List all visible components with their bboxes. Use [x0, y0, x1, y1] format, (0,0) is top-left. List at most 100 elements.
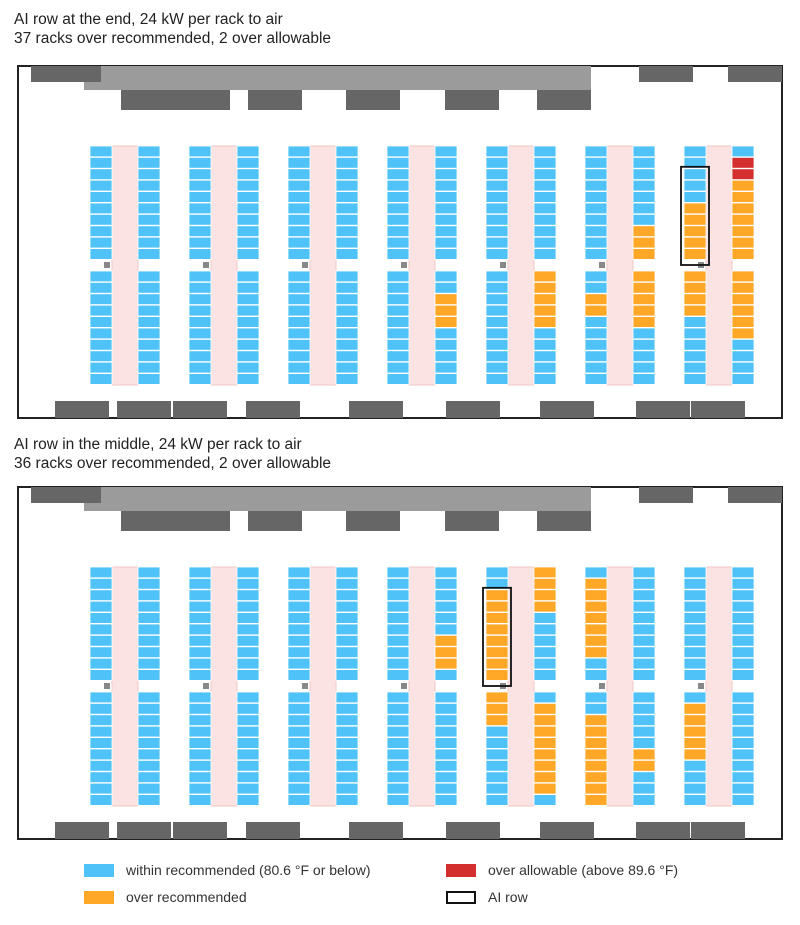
rack-within	[335, 657, 359, 670]
rack-within	[683, 179, 707, 192]
rack-over-recommended	[632, 293, 656, 306]
rack-within	[335, 213, 359, 226]
rack-within	[287, 281, 311, 294]
rack-over-recommended	[731, 316, 755, 328]
rack-within	[683, 782, 707, 795]
rack-within	[335, 361, 359, 374]
rack-within	[236, 612, 260, 624]
rack-within	[188, 725, 212, 738]
panel-1-room-svg	[17, 65, 783, 419]
rack-over-recommended	[533, 566, 557, 579]
rack-within	[386, 646, 410, 659]
rack-within	[632, 202, 656, 215]
rack-within	[731, 566, 755, 579]
rack-over-recommended	[683, 737, 707, 749]
rack-within	[335, 702, 359, 715]
rack-within	[137, 270, 161, 283]
rack-within	[137, 623, 161, 636]
rack-within	[386, 350, 410, 362]
supply-duct	[84, 66, 591, 90]
rack-within	[434, 691, 458, 704]
aisle	[507, 145, 535, 386]
rack-within	[287, 202, 311, 215]
rack-within	[632, 646, 656, 659]
rack-within	[533, 179, 557, 192]
rack-within	[89, 248, 113, 260]
rack-within	[236, 373, 260, 385]
rack-within	[335, 578, 359, 590]
rack-within	[731, 338, 755, 351]
rack-over-recommended	[584, 612, 608, 624]
rack-over-allowable	[731, 168, 755, 181]
rack-within	[287, 168, 311, 181]
rack-within	[137, 771, 161, 783]
rack-within	[485, 281, 509, 294]
cooling-unit-top-wall	[31, 66, 101, 82]
rack-over-recommended	[632, 236, 656, 249]
rack-within	[386, 248, 410, 260]
rack-within	[236, 213, 260, 226]
rack-within	[386, 634, 410, 647]
rack-over-recommended	[683, 202, 707, 215]
aisle	[309, 145, 337, 386]
rack-within	[137, 794, 161, 806]
rack-within	[335, 373, 359, 385]
rack-within	[137, 179, 161, 192]
rack-within	[137, 304, 161, 317]
rack-within	[137, 191, 161, 203]
rack-within	[188, 646, 212, 659]
rack-within	[188, 179, 212, 192]
rack-within	[632, 702, 656, 715]
rack-within	[236, 782, 260, 795]
cooling-unit-bottom	[55, 401, 109, 418]
rack-within	[89, 566, 113, 579]
rack-within	[137, 702, 161, 715]
rack-over-allowable	[731, 157, 755, 169]
rack-within	[89, 281, 113, 294]
rack-over-recommended	[683, 270, 707, 283]
rack-within	[386, 191, 410, 203]
rack-over-recommended	[683, 702, 707, 715]
rack-within	[683, 623, 707, 636]
rack-within	[335, 759, 359, 772]
rack-within	[386, 669, 410, 681]
rack-within	[731, 634, 755, 647]
rack-within	[188, 350, 212, 362]
rack-within	[236, 248, 260, 260]
rack-within	[287, 327, 311, 340]
rack-within	[584, 179, 608, 192]
rack-over-recommended	[584, 589, 608, 602]
rack-within	[188, 248, 212, 260]
rack-within	[584, 691, 608, 704]
rack-within	[386, 316, 410, 328]
rack-within	[584, 657, 608, 670]
rack-within	[287, 657, 311, 670]
rack-within	[632, 669, 656, 681]
rack-within	[335, 725, 359, 738]
rack-within	[386, 600, 410, 613]
rack-within	[335, 771, 359, 783]
row-marker	[401, 262, 407, 268]
rack-within	[236, 179, 260, 192]
cooling-unit-top	[248, 511, 302, 531]
rack-within	[683, 361, 707, 374]
rack-within	[683, 338, 707, 351]
rack-within	[188, 657, 212, 670]
rack-within	[632, 373, 656, 385]
rack-within	[335, 327, 359, 340]
rack-within	[137, 236, 161, 249]
rack-within	[335, 236, 359, 249]
rack-within	[632, 657, 656, 670]
cooling-unit-top-wall	[31, 487, 101, 503]
legend: within recommended (80.6 °F or below) ov…	[0, 858, 800, 918]
rack-within	[731, 725, 755, 738]
rack-within	[89, 361, 113, 374]
rack-within	[632, 725, 656, 738]
rack-within	[137, 225, 161, 238]
rack-within	[236, 657, 260, 670]
rack-within	[731, 646, 755, 659]
rack-within	[236, 691, 260, 704]
cooling-unit-top-wall	[728, 66, 782, 82]
rack-within	[137, 145, 161, 158]
rack-within	[89, 213, 113, 226]
